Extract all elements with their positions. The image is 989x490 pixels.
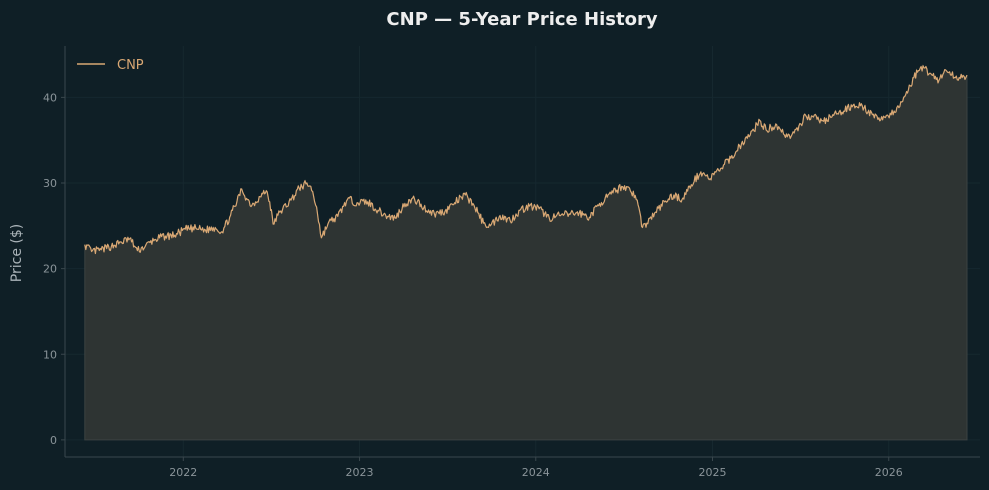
x-tick-label-2024: 2024 [522, 466, 550, 479]
y-axis-label: Price ($) [9, 224, 25, 282]
legend: CNP [77, 58, 144, 73]
y-tick-label-20: 20 [43, 263, 57, 276]
y-tick-label-40: 40 [43, 91, 57, 104]
x-tick-label-2022: 2022 [169, 466, 197, 479]
x-tick-label-2026: 2026 [875, 466, 903, 479]
plot-area [84, 64, 968, 441]
x-tick-label-2023: 2023 [346, 466, 374, 479]
axes [64, 46, 980, 458]
legend-label-cnp: CNP [117, 58, 144, 73]
chart-title: CNP — 5-Year Price History [386, 9, 657, 30]
x-axis-ticks: 2022 2023 2024 2025 2026 [169, 457, 903, 479]
y-axis-ticks: 0 10 20 30 40 [43, 91, 65, 447]
price-line-cnp [84, 65, 968, 255]
y-tick-label-0: 0 [50, 434, 57, 447]
y-tick-label-10: 10 [43, 348, 57, 361]
x-tick-label-2025: 2025 [699, 466, 727, 479]
y-tick-label-30: 30 [43, 177, 57, 190]
